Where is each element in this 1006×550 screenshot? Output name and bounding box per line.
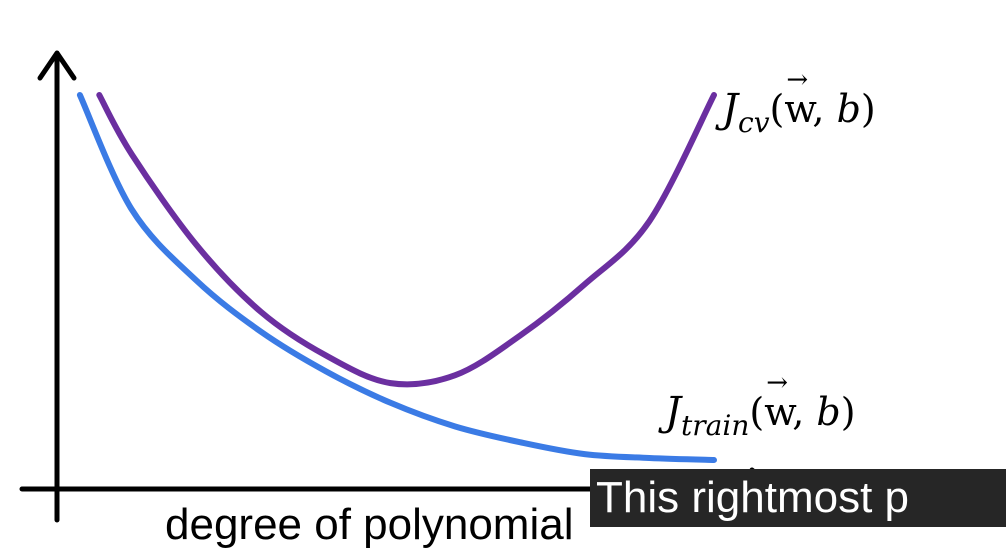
jcv-b: b [836,87,861,131]
jcv-subscript: cv [738,106,770,139]
jtrain-series-label: Jtrain(w, b) [665,389,856,442]
jtrain-args: (w, b) [749,390,855,434]
jtrain-subscript: train [681,409,750,442]
jtrain-curve [76,92,717,463]
jcv-w-vector: w [784,87,812,131]
series-layer [76,92,717,463]
jcv-args: (w, b) [770,87,876,131]
jcv-J: J [722,86,739,132]
jtrain-open-paren: ( [749,390,765,434]
jcv-close-paren: ) [860,87,876,131]
jtrain-b: b [816,390,841,434]
jcv-series-label: Jcv(w, b) [722,86,876,139]
subtitle-caption: This rightmost p [590,469,1006,527]
chart [19,50,778,523]
jcv-curve [96,92,717,388]
jtrain-w-vector: w [764,390,792,434]
axes [19,50,778,523]
x-axis-label: degree of polynomial [165,500,574,549]
jtrain-comma: , [792,390,817,434]
jtrain-close-paren: ) [840,390,856,434]
y-axis-arrowhead [37,50,77,81]
jcv-open-paren: ( [769,87,785,131]
jcv-comma: , [812,87,837,131]
jtrain-J: J [665,389,682,435]
